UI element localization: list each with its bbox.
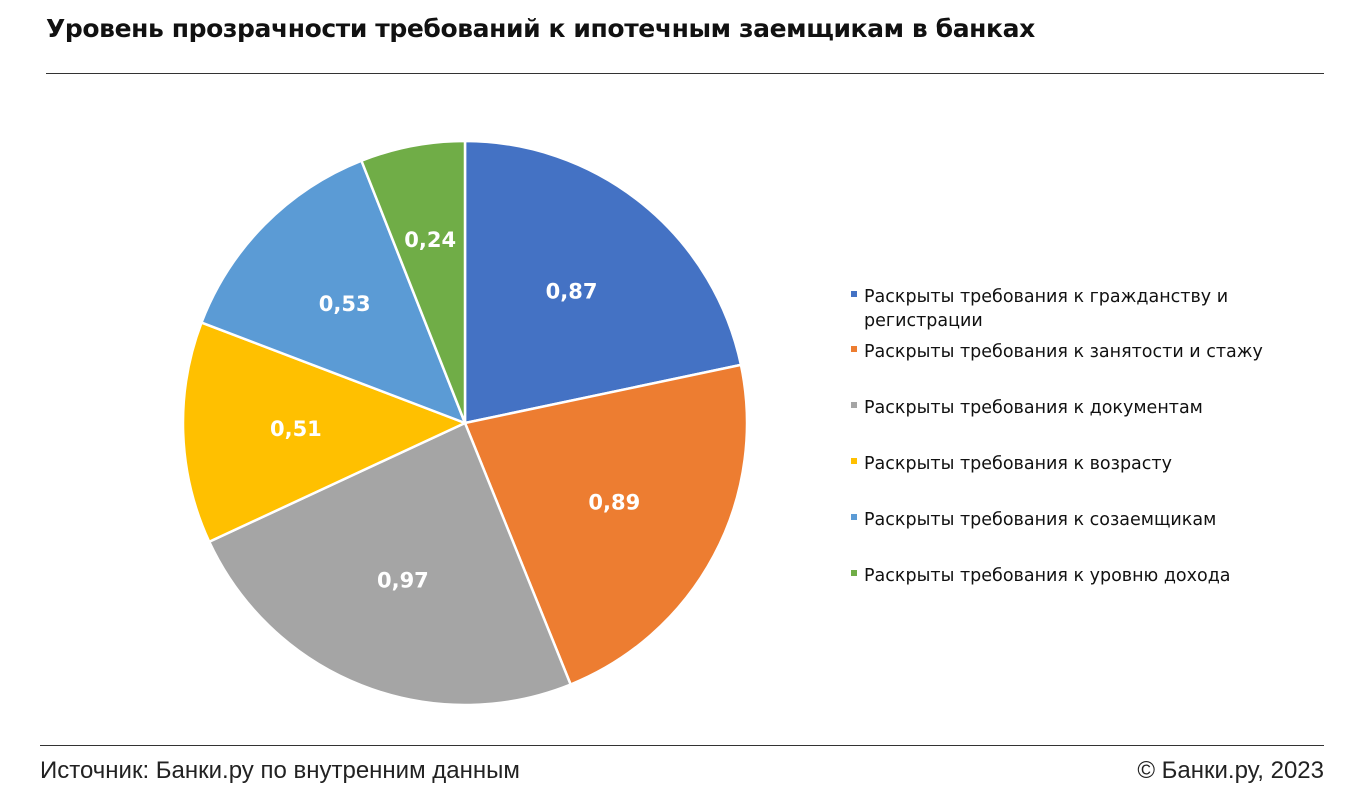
legend-swatch-3 (851, 402, 857, 408)
legend-swatch-5 (851, 514, 857, 520)
legend-item-4: Раскрыты требования к возрасту (851, 452, 1321, 476)
title-divider (46, 73, 1324, 74)
slice-value-label-2: 0,89 (588, 491, 640, 515)
legend-item-3: Раскрыты требования к документам (851, 396, 1321, 420)
slice-value-label-4: 0,51 (270, 417, 322, 441)
legend-item-6: Раскрыты требования к уровню дохода (851, 564, 1321, 588)
slice-value-label-6: 0,24 (404, 228, 456, 252)
legend-label-3: Раскрыты требования к документам (864, 398, 1203, 418)
slice-value-label-1: 0,87 (546, 280, 598, 304)
pie-slice-1 (463, 139, 743, 425)
legend-label-2: Раскрыты требования к занятости и стажу (864, 342, 1263, 362)
footer-divider (40, 745, 1324, 746)
legend-label-5: Раскрыты требования к созаемщикам (864, 510, 1217, 530)
pie-slice-4 (181, 321, 467, 544)
legend-label-4: Раскрыты требования к возрасту (864, 454, 1172, 474)
pie-slice-3 (207, 421, 572, 707)
legend-swatch-4 (851, 458, 857, 464)
legend-item-2: Раскрыты требования к занятости и стажу (851, 340, 1321, 364)
pie-slice-2 (463, 363, 749, 686)
legend-swatch-6 (851, 570, 857, 576)
legend-label-1: Раскрыты требования к гражданству и реги… (864, 287, 1229, 331)
legend-item-5: Раскрыты требования к созаемщикам (851, 508, 1321, 532)
pie-chart: 0,87 0,89 0,97 0,51 0,53 0,24 (181, 139, 749, 707)
chart-title: Уровень прозрачности требований к ипотеч… (46, 14, 1035, 43)
legend-item-1: Раскрыты требования к гражданству и реги… (851, 285, 1321, 333)
legend-swatch-2 (851, 346, 857, 352)
slice-value-label-3: 0,97 (377, 568, 429, 592)
pie-slice-5 (200, 159, 467, 425)
copyright-note: © Банки.ру, 2023 (1137, 757, 1324, 784)
legend-swatch-1 (851, 291, 857, 297)
slice-value-label-5: 0,53 (319, 292, 371, 316)
pie-slice-6 (360, 139, 467, 425)
legend-label-6: Раскрыты требования к уровню дохода (864, 566, 1231, 586)
source-note: Источник: Банки.ру по внутренним данным (40, 757, 520, 784)
